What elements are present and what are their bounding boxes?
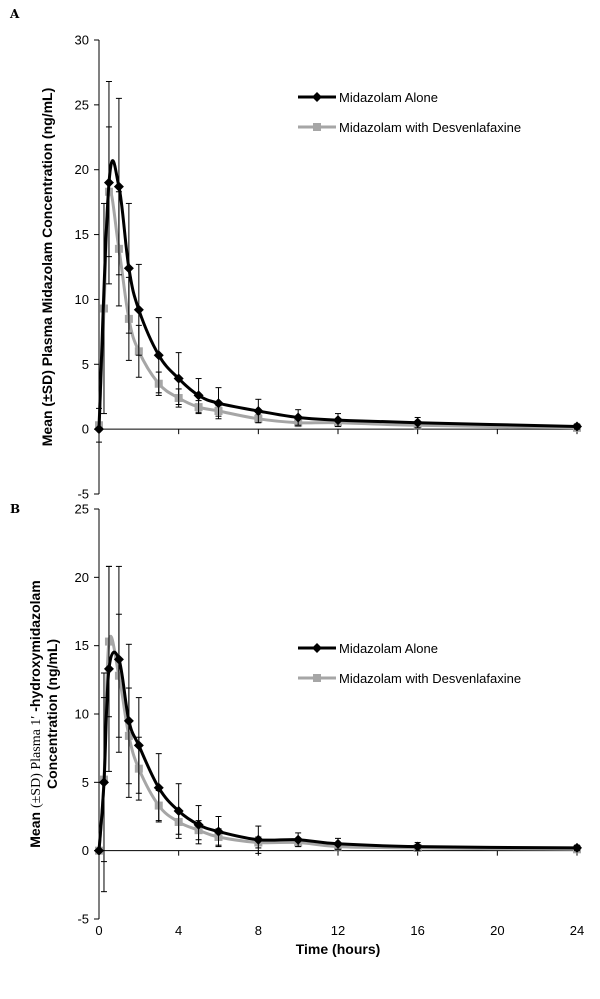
- x-axis-title: Time (hours): [296, 941, 381, 957]
- data-point: [113, 654, 124, 665]
- data-point: [293, 834, 304, 845]
- y-axis-title-line1: Mean (±SD) Plasma 1′ -hydroxymidazolam: [27, 580, 44, 847]
- data-point: [333, 838, 343, 849]
- data-point: [113, 181, 124, 192]
- y-tick-label: 20: [75, 162, 89, 177]
- y-tick-label: 10: [75, 707, 89, 722]
- series-line: [97, 159, 578, 430]
- data-point: [123, 715, 134, 726]
- data-point: [572, 842, 582, 853]
- legend-marker: [313, 674, 321, 682]
- chart-panel-b: B -5 0 5 10 15 20 25 0 4 8 12 16 20 24 Time (hours) Mean…: [10, 502, 584, 958]
- legend-label: Midazolam with Desvenlafaxine: [339, 120, 521, 135]
- y-tick-label: -5: [77, 487, 89, 501]
- y-tick-label: 25: [75, 97, 89, 112]
- x-tick-label: 4: [175, 498, 182, 500]
- legend-marker: [312, 92, 322, 102]
- legend-label: Midazolam with Desvenlafaxine: [339, 671, 521, 686]
- x-tick-label: 4: [175, 923, 182, 938]
- data-point: [412, 417, 423, 428]
- x-tick-label: 24: [570, 498, 584, 500]
- panel-letter: B: [10, 502, 20, 516]
- x-tick-label: 16: [410, 923, 424, 938]
- data-point: [153, 350, 164, 361]
- data-point: [193, 390, 204, 401]
- x-tick-label: 12: [331, 498, 345, 500]
- x-tick-label: 12: [331, 923, 345, 938]
- data-point: [213, 826, 224, 837]
- data-point: [572, 421, 582, 432]
- y-tick-label: 0: [82, 422, 89, 437]
- y-tick-label: -5: [77, 912, 89, 927]
- y-axis-title: Mean (±SD) Plasma Midazolam Concentratio…: [39, 88, 55, 447]
- data-point: [133, 740, 144, 751]
- data-point: [293, 412, 304, 423]
- data-point: [213, 398, 224, 409]
- y-tick-label: 5: [82, 775, 89, 790]
- data-point: [412, 841, 423, 852]
- y-tick-label: 5: [82, 357, 89, 372]
- data-point: [103, 663, 114, 674]
- data-point: [98, 777, 109, 788]
- data-point: [103, 177, 114, 188]
- x-tick-label: 8: [255, 923, 262, 938]
- series-line: [97, 634, 578, 851]
- data-point: [173, 373, 184, 384]
- x-tick-label: 20: [490, 498, 504, 500]
- data-point: [253, 405, 264, 416]
- x-tick-label: 0: [95, 498, 102, 500]
- x-tick-label: 16: [410, 498, 424, 500]
- x-tick-label: 24: [570, 923, 584, 938]
- y-tick-label: 30: [75, 33, 89, 48]
- series-line: [97, 188, 578, 430]
- legend-marker: [313, 123, 321, 131]
- y-tick-label: 25: [75, 502, 89, 517]
- y-axis-title-line2: Concentration (ng/mL): [44, 639, 60, 789]
- legend-label: Midazolam Alone: [339, 641, 438, 656]
- y-tick-label: 0: [82, 843, 89, 858]
- chart-panel-a: A-505101520253004812162024Time (hours)Me…: [9, 7, 584, 501]
- x-tick-label: 20: [490, 923, 504, 938]
- data-point: [123, 263, 134, 274]
- legend-label: Midazolam Alone: [339, 90, 438, 105]
- x-tick-label: 8: [255, 498, 262, 500]
- data-point: [253, 834, 264, 845]
- panel-letter: A: [9, 7, 20, 21]
- y-tick-label: 15: [75, 227, 89, 242]
- data-point: [333, 415, 343, 426]
- data-point: [173, 806, 184, 817]
- data-point: [94, 845, 104, 856]
- data-point: [133, 304, 144, 315]
- x-tick-label: 0: [95, 923, 102, 938]
- data-point: [94, 424, 104, 435]
- data-point: [193, 819, 204, 830]
- y-tick-label: 20: [75, 570, 89, 585]
- data-point: [153, 782, 164, 793]
- y-tick-label: 10: [75, 292, 89, 307]
- legend-marker: [312, 643, 322, 653]
- y-tick-label: 15: [75, 638, 89, 653]
